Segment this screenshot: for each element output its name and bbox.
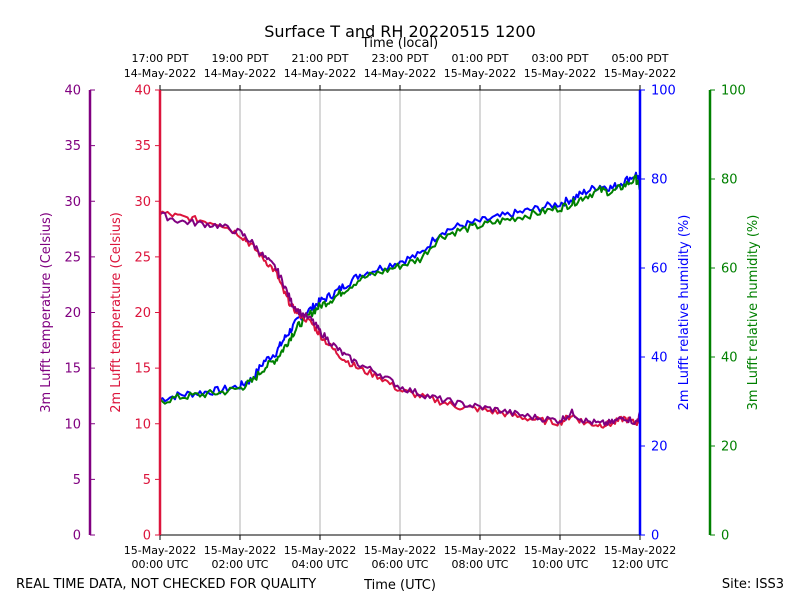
axis-label-t2: 2m Lufft temperature (Celsius): [109, 212, 124, 413]
x-tick-label-date-6: 15-May-2022: [604, 544, 676, 557]
x-tick-label-time-5: 10:00 UTC: [531, 558, 588, 571]
y-tick-label-rh3-3: 60: [721, 262, 738, 277]
y-tick-label-t2-2: 10: [134, 417, 151, 432]
y-tick-label-rh3-4: 80: [721, 173, 738, 188]
y-tick-label-t3-4: 20: [64, 306, 81, 321]
y-tick-label-t3-5: 25: [64, 250, 81, 265]
top-tick-label-time-3: 23:00 PDT: [371, 52, 428, 65]
y-tick-label-rh3-2: 40: [721, 351, 738, 366]
y-tick-label-t3-1: 5: [73, 473, 81, 488]
top-tick-label-date-3: 14-May-2022: [364, 67, 436, 80]
axis-label-t3: 3m Lufft temperature (Celsius): [39, 212, 54, 413]
x-axis-label: Time (UTC): [363, 578, 436, 593]
top-tick-label-time-6: 05:00 PDT: [611, 52, 668, 65]
y-tick-label-rh3-0: 0: [721, 529, 729, 544]
y-tick-label-rh2-0: 0: [651, 529, 659, 544]
x-tick-label-time-2: 04:00 UTC: [291, 558, 348, 571]
y-tick-label-t2-4: 20: [134, 306, 151, 321]
x-tick-label-date-3: 15-May-2022: [364, 544, 436, 557]
y-tick-label-t2-0: 0: [143, 529, 151, 544]
y-tick-label-rh2-4: 80: [651, 173, 668, 188]
y-tick-label-t2-3: 15: [134, 362, 151, 377]
x-tick-label-date-4: 15-May-2022: [444, 544, 516, 557]
y-tick-label-t2-6: 30: [134, 195, 151, 210]
axis-label-rh3: 3m Lufft relative humidity (%): [746, 215, 761, 411]
x-tick-label-date-5: 15-May-2022: [524, 544, 596, 557]
y-tick-label-t2-1: 5: [143, 473, 151, 488]
top-tick-label-time-4: 01:00 PDT: [451, 52, 508, 65]
y-tick-label-rh3-1: 20: [721, 440, 738, 455]
series-line-rh3: [159, 174, 641, 405]
top-tick-label-date-5: 15-May-2022: [524, 67, 596, 80]
top-tick-label-date-4: 15-May-2022: [444, 67, 516, 80]
series-line-t2: [159, 210, 641, 429]
axis-label-rh2: 2m Lufft relative humidity (%): [677, 215, 692, 411]
top-tick-label-time-2: 21:00 PDT: [291, 52, 348, 65]
y-tick-label-t3-8: 40: [64, 84, 81, 99]
top-tick-label-time-5: 03:00 PDT: [531, 52, 588, 65]
top-tick-label-date-1: 14-May-2022: [204, 67, 276, 80]
x-tick-label-date-2: 15-May-2022: [284, 544, 356, 557]
top-axis-label: Time (local): [361, 36, 438, 51]
y-tick-label-rh2-1: 20: [651, 440, 668, 455]
chart-title: Surface T and RH 20220515 1200: [264, 22, 536, 41]
y-tick-label-t3-3: 15: [64, 362, 81, 377]
y-tick-label-t3-7: 35: [64, 139, 81, 154]
y-tick-label-t3-2: 10: [64, 417, 81, 432]
series-layer: [159, 171, 641, 429]
top-tick-label-date-0: 14-May-2022: [124, 67, 196, 80]
y-tick-label-t2-7: 35: [134, 139, 151, 154]
series-line-t3: [159, 211, 641, 426]
footer-quality-note: REAL TIME DATA, NOT CHECKED FOR QUALITY: [16, 577, 316, 592]
y-tick-label-t2-8: 40: [134, 84, 151, 99]
y-tick-label-rh2-3: 60: [651, 262, 668, 277]
x-tick-label-time-1: 02:00 UTC: [211, 558, 268, 571]
footer-site: Site: ISS3: [722, 577, 784, 592]
top-tick-label-time-1: 19:00 PDT: [211, 52, 268, 65]
x-tick-label-time-0: 00:00 UTC: [131, 558, 188, 571]
top-tick-label-time-0: 17:00 PDT: [131, 52, 188, 65]
x-tick-label-time-4: 08:00 UTC: [451, 558, 508, 571]
y-tick-label-rh2-2: 40: [651, 351, 668, 366]
x-tick-label-date-1: 15-May-2022: [204, 544, 276, 557]
top-tick-label-date-6: 15-May-2022: [604, 67, 676, 80]
y-tick-label-t3-0: 0: [73, 529, 81, 544]
top-tick-label-date-2: 14-May-2022: [284, 67, 356, 80]
y-tick-label-t3-6: 30: [64, 195, 81, 210]
x-tick-label-time-3: 06:00 UTC: [371, 558, 428, 571]
x-tick-label-date-0: 15-May-2022: [124, 544, 196, 557]
series-line-rh2: [159, 171, 641, 403]
x-tick-label-time-6: 12:00 UTC: [611, 558, 668, 571]
grid-lines: [239, 90, 561, 535]
y-tick-label-t2-5: 25: [134, 250, 151, 265]
y-tick-label-rh2-5: 100: [651, 84, 676, 99]
y-tick-label-rh3-5: 100: [721, 84, 746, 99]
